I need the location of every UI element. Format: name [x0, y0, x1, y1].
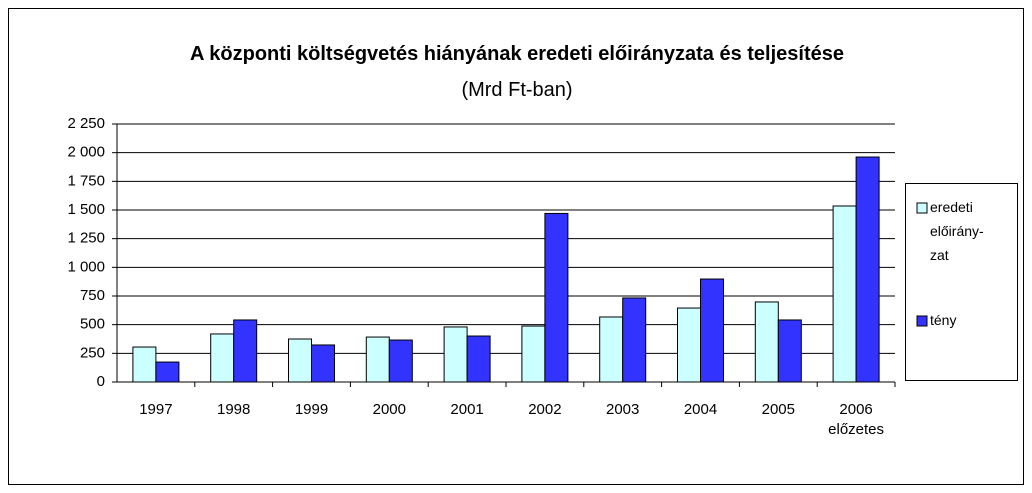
legend-label: eredeti előirány-zat: [930, 199, 984, 263]
legend-swatch: [916, 315, 928, 327]
x-tick-label: 1997: [139, 401, 173, 418]
chart-title-block: A központi költségvetés hiányának eredet…: [167, 36, 867, 108]
y-tick-label: 2 250: [67, 115, 105, 132]
legend-box: [905, 183, 1018, 381]
bar: [622, 297, 647, 383]
x-tick-label: 2000: [372, 401, 406, 418]
bar: [365, 336, 390, 383]
bar: [700, 278, 724, 383]
bar: [677, 307, 701, 383]
bar: [466, 335, 491, 383]
chart-frame: [8, 8, 1024, 485]
bar: [544, 212, 569, 383]
bar: [210, 333, 235, 383]
chart-title: A központi költségvetés hiányának eredet…: [190, 43, 844, 65]
legend-label: tény: [930, 312, 957, 328]
y-tick-label: 1 000: [67, 258, 105, 275]
x-tick-label: 2006 előzetes: [828, 401, 885, 438]
bar: [233, 319, 258, 383]
legend-swatch: [916, 202, 928, 214]
x-tick-label: 2005: [761, 401, 795, 418]
bar: [155, 361, 180, 383]
bar: [754, 301, 779, 383]
bar: [832, 205, 857, 383]
bar: [288, 338, 312, 383]
y-tick-label: 500: [80, 316, 105, 333]
y-tick-label: 0: [97, 373, 105, 390]
x-tick-label: 2003: [606, 401, 640, 418]
bar: [521, 325, 546, 383]
bar: [855, 156, 880, 383]
y-tick-label: 750: [80, 287, 105, 304]
bar: [311, 344, 335, 383]
x-tick-label: 1998: [217, 401, 251, 418]
x-tick-label: 2004: [683, 401, 718, 418]
y-tick-label: 250: [80, 344, 105, 361]
bar: [132, 346, 157, 383]
bar: [599, 316, 624, 383]
y-tick-label: 1 750: [67, 172, 105, 189]
y-tick-label: 1 500: [67, 201, 105, 218]
y-tick-label: 1 250: [67, 230, 105, 247]
chart-subtitle: (Mrd Ft-ban): [461, 79, 573, 101]
x-tick-label: 2001: [450, 401, 484, 418]
x-tick-label: 1999: [294, 401, 329, 418]
bar: [388, 339, 413, 383]
x-tick-label: 2002: [528, 401, 562, 418]
bar: [443, 326, 468, 383]
bar: [777, 319, 802, 383]
y-tick-label: 2 000: [67, 144, 105, 161]
